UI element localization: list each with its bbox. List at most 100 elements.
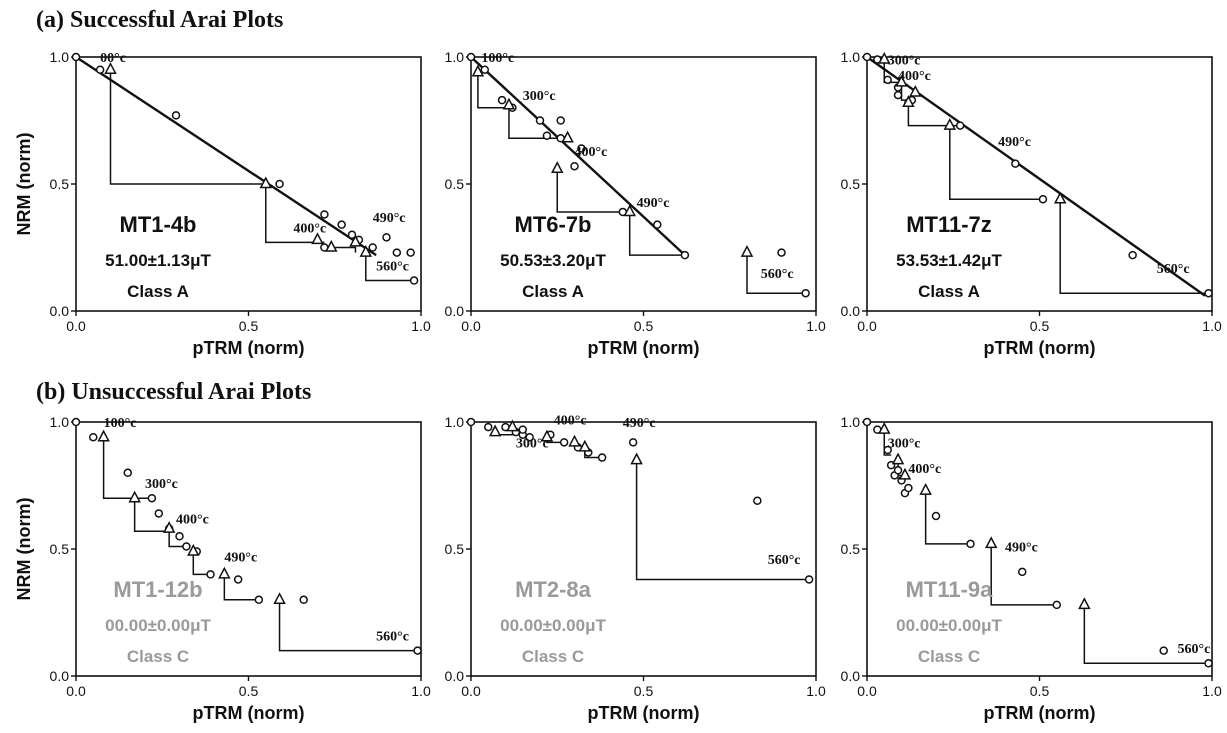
y-tick-label: 0.5	[50, 541, 70, 557]
y-tick-label: 0.0	[50, 303, 70, 319]
data-point-circle	[392, 248, 402, 257]
data-point-circle	[559, 438, 569, 447]
ptrm-check-line	[1059, 199, 1209, 294]
temperature-label: 490°c	[224, 551, 257, 566]
data-point-circle	[320, 210, 329, 219]
data-point-circle	[801, 288, 810, 298]
x-axis-label: pTRM (norm)	[193, 338, 305, 358]
ptrm-check-triangle	[551, 161, 564, 174]
data-point-circle	[542, 131, 552, 140]
data-point-circle	[171, 111, 181, 120]
best-fit-line	[866, 56, 1206, 297]
temperature-label: 100°c	[104, 416, 137, 431]
data-point-circle	[518, 425, 527, 434]
y-tick-label: 0.5	[50, 176, 70, 192]
x-axis-label: pTRM (norm)	[588, 703, 700, 723]
ptrm-check-triangle	[895, 74, 908, 87]
ptrm-check-line	[990, 543, 1057, 606]
x-tick-label: 1.0	[806, 318, 826, 334]
data-point-circle	[409, 276, 419, 285]
x-tick-label: 0.0	[857, 318, 877, 334]
ptrm-check-triangle	[568, 434, 581, 447]
temperature-label: 490°c	[1005, 541, 1038, 556]
data-point-circle	[233, 575, 243, 584]
ptrm-check-triangle	[902, 95, 915, 107]
section-title-unsuccessful: (b) Unsuccessful Arai Plots	[36, 379, 311, 405]
x-axis-label: pTRM (norm)	[984, 703, 1096, 723]
temperature-label: 560°c	[376, 629, 409, 644]
temperature-label: 100°c	[481, 51, 514, 66]
x-tick-label: 0.5	[1030, 318, 1050, 334]
data-point-circle	[368, 243, 377, 252]
data-point-circle	[535, 116, 545, 125]
data-point-circle	[175, 532, 184, 541]
data-point-circle	[966, 539, 975, 549]
data-point-circle	[1052, 600, 1061, 610]
arai-plot-4: 0.0 0.5 1.0 0.0 0.5 1.0 pTRM (norm) NRM (norm) 1…	[14, 414, 431, 723]
arai-plot-1: 0.0 0.5 1.0 0.0 0.5 1.0 pTRM (norm) NRM (norm) 0…	[14, 49, 431, 358]
data-point-circle	[71, 417, 81, 427]
data-point-circle	[1018, 567, 1027, 577]
temperature-label: 400°c	[898, 69, 931, 84]
x-axis-label: pTRM (norm)	[588, 338, 700, 358]
paleointensity-estimate: 53.53±1.42μT	[896, 251, 1002, 270]
ptrm-check-triangle	[909, 84, 922, 97]
ptrm-check-triangle	[540, 429, 554, 442]
data-point-circle	[570, 161, 579, 171]
data-point-circle	[123, 468, 132, 478]
data-point-circle	[777, 248, 786, 257]
y-tick-label: 1.0	[841, 414, 861, 430]
data-point-circle	[753, 496, 762, 505]
ptrm-check-triangle	[259, 176, 272, 189]
data-point-circle	[147, 493, 157, 503]
data-point-circle	[893, 466, 903, 475]
y-tick-label: 1.0	[50, 49, 70, 65]
temperature-label: 490°c	[373, 211, 406, 226]
ptrm-check-triangle	[919, 482, 932, 495]
ptrm-check-triangle	[162, 521, 176, 533]
ptrm-check-line	[635, 460, 810, 581]
sample-name: MT1-12b	[113, 577, 202, 602]
data-point-circle	[525, 432, 534, 442]
arai-plot-2: 0.0 0.5 1.0 0.0 0.5 1.0 pTRM (norm) 100°c 300°c 4…	[445, 49, 826, 358]
temperature-label: 300°c	[888, 54, 921, 69]
x-tick-label: 0.0	[66, 683, 86, 699]
x-tick-label: 0.0	[461, 683, 481, 699]
ptrm-check-triangle	[97, 429, 110, 442]
y-tick-label: 1.0	[841, 49, 861, 65]
ptrm-check-triangle	[578, 439, 592, 452]
quality-class: Class C	[522, 647, 584, 666]
data-point-circle	[95, 65, 105, 74]
data-point-circle	[893, 90, 903, 100]
paleointensity-estimate: 51.00±1.13μT	[105, 251, 211, 270]
x-tick-label: 1.0	[1202, 683, 1222, 699]
ptrm-check-triangle	[623, 204, 636, 217]
sample-name: MT11-7z	[906, 212, 992, 237]
x-axis-label: pTRM (norm)	[193, 703, 305, 723]
x-tick-label: 0.5	[239, 318, 259, 334]
data-point-circle	[382, 233, 391, 242]
y-tick-label: 0.5	[445, 176, 465, 192]
y-tick-label: 0.5	[445, 541, 465, 557]
data-point-circle	[154, 509, 164, 518]
data-point-circle	[206, 570, 215, 579]
ptrm-check-line	[924, 490, 971, 545]
paleointensity-estimate: 50.53±3.20μT	[500, 251, 606, 270]
temperature-label: 490°c	[998, 135, 1031, 150]
data-point-circle	[904, 483, 913, 493]
ptrm-check-line	[628, 211, 685, 256]
data-point-circle	[883, 75, 892, 85]
ptrm-check-triangle	[561, 130, 574, 143]
data-point-circle	[931, 511, 941, 521]
quality-class: Class C	[127, 647, 189, 666]
y-tick-label: 0.0	[445, 303, 465, 319]
data-point-circle	[883, 445, 892, 455]
sample-name: MT6-7b	[515, 212, 592, 237]
ptrm-check-triangle	[891, 452, 905, 465]
x-tick-label: 0.5	[634, 318, 654, 334]
sample-name: MT2-8a	[515, 577, 592, 602]
data-point-circle	[275, 179, 284, 189]
ptrm-check-triangle	[502, 97, 516, 110]
ptrm-check-triangle	[311, 232, 324, 245]
